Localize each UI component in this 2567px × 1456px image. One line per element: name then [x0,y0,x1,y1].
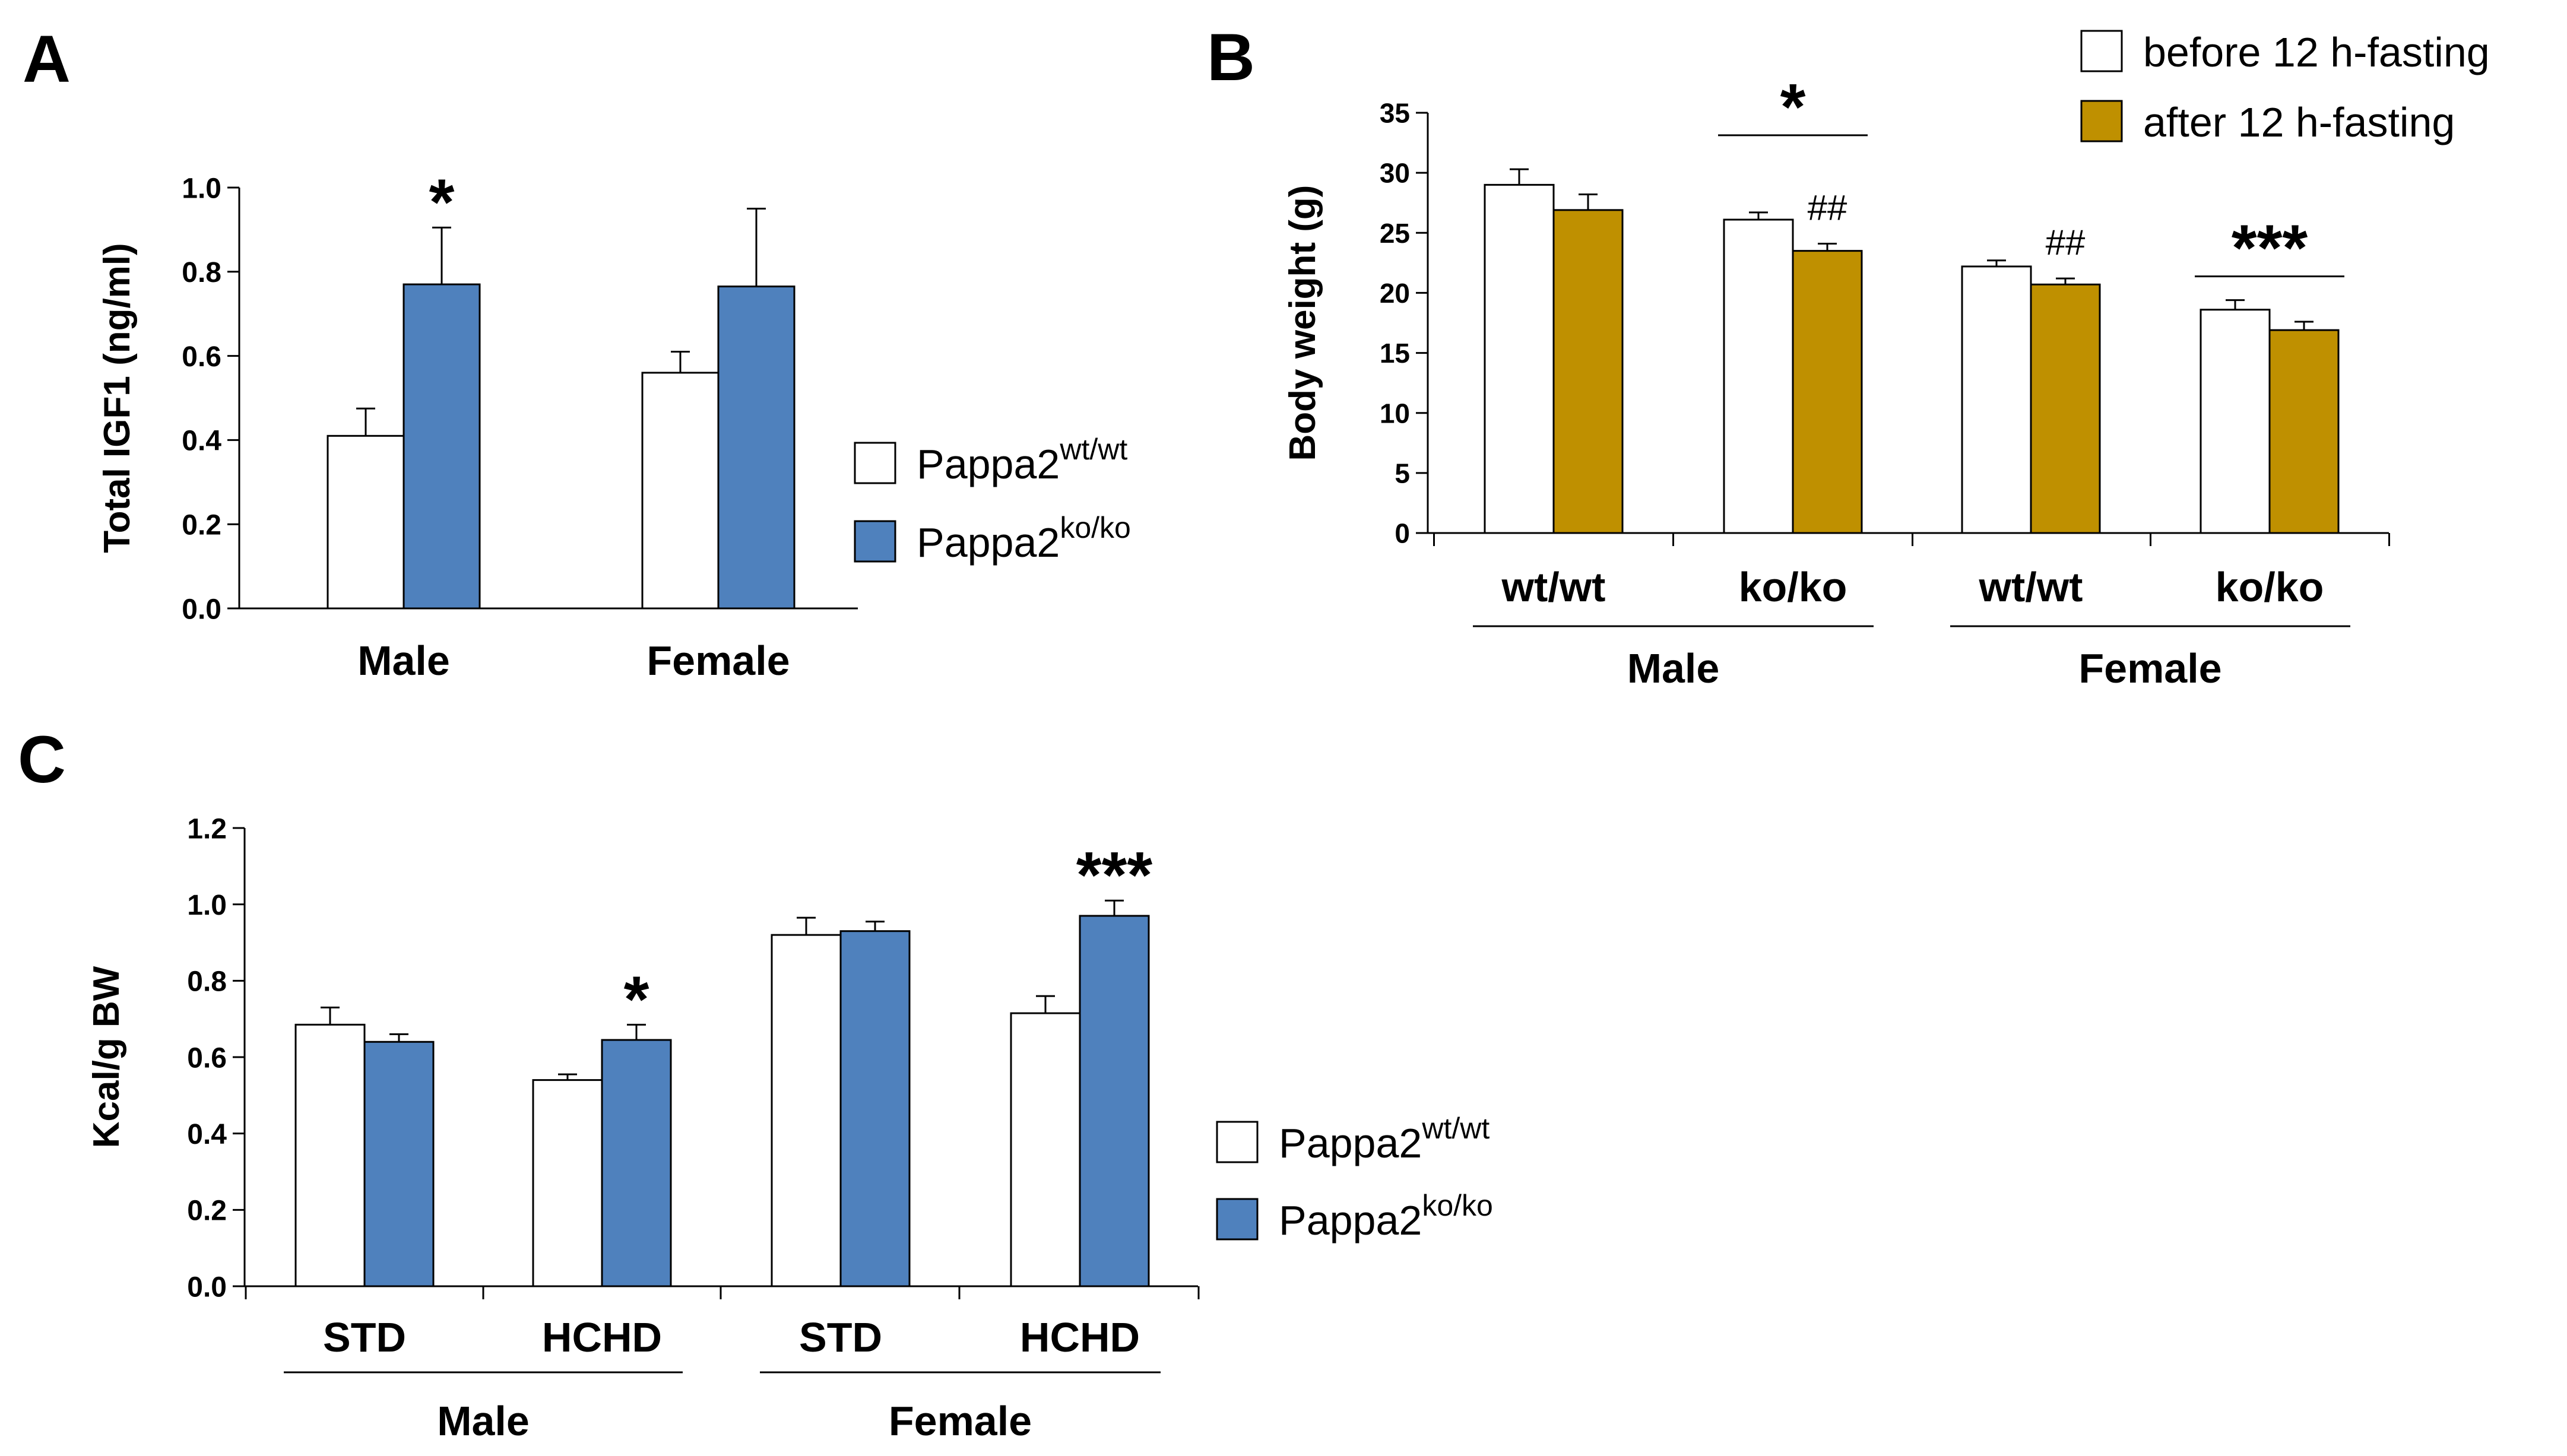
y-tick-label-c: 0.8 [187,966,227,998]
significance-mark-c: *** [1076,839,1153,912]
category-label-a: Male [357,637,450,684]
bar-b [1961,265,2032,534]
bar-b [1792,250,1863,534]
legend-swatch-a [854,520,896,563]
significance-mark-c: * [624,963,649,1036]
bar-b [2030,283,2101,534]
y-tick-label-a: 0.4 [182,426,221,457]
significance-mark-b: *** [2232,212,2308,285]
y-tick-label-b: 0 [1395,518,1410,549]
legend-label-b: before 12 h-fasting [2143,29,2490,75]
bar-c [363,1041,435,1287]
bar-c [1010,1012,1081,1287]
bar-b [1484,183,1555,534]
group-label-b: Female [2078,645,2221,691]
bar-b [1552,209,1624,534]
panel-c-chart: C 0.0 0.2 0.4 0.6 0.8 1.0 1.2 Kcal/g BW STD HCHD ST… [18,722,1493,1444]
category-label-c: STD [323,1314,406,1360]
y-tick-label-b: 10 [1380,398,1410,429]
bar-c [1079,915,1150,1287]
y-tick-label-a: 0.6 [182,341,221,373]
significance-mark-b: ## [2046,223,2086,262]
bar-a [641,372,720,610]
y-axis-label-c: Kcal/g BW [86,966,127,1148]
significance-mark-b: * [1780,71,1806,144]
bar-b [2200,309,2271,534]
panel-label-a: A [23,22,71,96]
legend-swatch-a [854,442,896,484]
category-label-a: Female [646,637,790,684]
panel-b-chart: B 0 5 10 15 20 25 30 35 Body weight (g) wt/wt ko/ko… [1207,20,2490,691]
significance-mark-b: ## [1808,188,1847,227]
bar-c [839,930,911,1287]
y-tick-label-c: 0.6 [187,1042,227,1074]
legend-label-a: Pappa2ko/ko [917,511,1131,566]
bar-c [771,934,842,1287]
bar-c [294,1023,366,1287]
category-label-c: HCHD [1020,1314,1140,1360]
y-tick-label-b: 20 [1380,278,1410,309]
panel-a-chart: A 0.0 0.2 0.4 0.6 0.8 1.0 Total IGF1 (ng/ml) Mal… [23,22,1131,684]
bar-c [532,1079,603,1287]
legend-swatch-c [1216,1198,1259,1241]
legend-swatch-c [1216,1121,1259,1163]
group-label-c: Female [889,1398,1032,1444]
y-tick-label-b: 35 [1380,98,1410,129]
legend-label-c: Pappa2ko/ko [1279,1189,1493,1244]
legend-swatch-b [2080,100,2123,142]
category-label-c: STD [799,1314,882,1360]
legend-label-b: after 12 h-fasting [2143,99,2455,145]
category-label-b: ko/ko [1739,564,1847,610]
bar-c [601,1039,672,1287]
y-tick-label-a: 0.8 [182,257,221,288]
group-label-c: Male [437,1398,530,1444]
y-tick-label-c: 0.4 [187,1119,227,1150]
y-tick-label-c: 0.2 [187,1195,227,1227]
y-tick-label-b: 15 [1380,338,1410,369]
y-tick-label-a: 1.0 [182,173,221,204]
legend-label-a: Pappa2wt/wt [917,433,1127,487]
y-tick-label-c: 1.2 [187,813,227,845]
y-tick-label-c: 0.0 [187,1271,227,1303]
y-tick-label-b: 25 [1380,218,1410,249]
significance-mark-a: * [429,166,455,239]
y-axis-label-b: Body weight (g) [1282,185,1323,461]
category-label-c: HCHD [542,1314,662,1360]
y-tick-label-a: 0.0 [182,594,221,625]
bar-b [1723,218,1794,534]
bar-a [403,283,481,610]
y-tick-label-c: 1.0 [187,890,227,921]
y-tick-label-b: 5 [1395,458,1410,488]
bar-b [2268,329,2340,534]
category-label-b: wt/wt [1501,564,1606,610]
y-tick-label-a: 0.2 [182,509,221,541]
category-label-b: wt/wt [1979,564,2083,610]
bar-a [327,434,405,610]
category-label-b: ko/ko [2216,564,2324,610]
panel-label-b: B [1207,20,1255,94]
panel-label-c: C [18,722,66,797]
bar-a [717,286,796,610]
legend-swatch-b [2080,30,2123,72]
y-tick-label-b: 30 [1380,158,1410,189]
y-axis-label-a: Total IGF1 (ng/ml) [97,243,138,553]
group-label-b: Male [1627,645,1720,691]
legend-label-c: Pappa2wt/wt [1279,1112,1490,1166]
